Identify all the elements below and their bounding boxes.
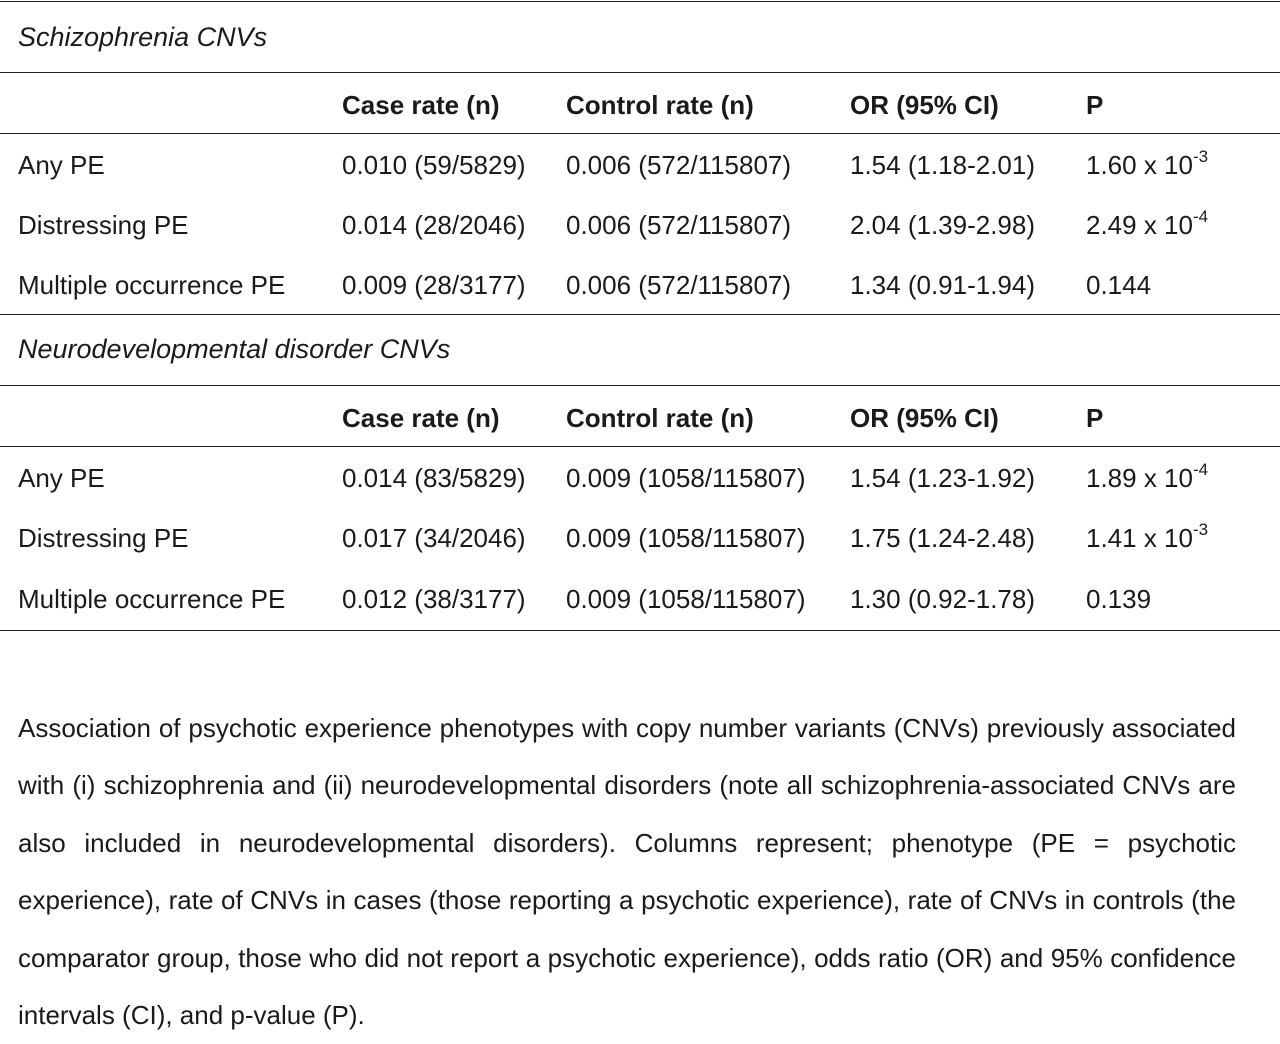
table-bottom-rule (0, 630, 1280, 631)
header-odds-ratio: OR (95% CI) (850, 403, 999, 433)
table-header-row: Case rate (n) Control rate (n) OR (95% C… (0, 398, 1280, 438)
table-caption: Association of psychotic experience phen… (18, 713, 1236, 1031)
p-value-exponent: -3 (1192, 147, 1209, 166)
cell-p-value: 0.144 (1086, 265, 1151, 305)
cell-control-rate: 0.006 (572/115807) (566, 270, 792, 300)
cell-phenotype: Distressing PE (18, 523, 189, 553)
section-title-schizophrenia: Schizophrenia CNVs (18, 22, 268, 52)
cell-phenotype: Multiple occurrence PE (18, 270, 286, 300)
cell-odds-ratio: 1.54 (1.18-2.01) (850, 150, 1036, 180)
cell-odds-ratio: 1.30 (0.92-1.78) (850, 584, 1036, 614)
cell-p-value: 2.49 x 10-4 (1086, 205, 1208, 245)
cell-p-value: 0.139 (1086, 579, 1151, 619)
header-rule (0, 446, 1280, 447)
cell-phenotype: Any PE (18, 463, 105, 493)
table-row: Multiple occurrence PE 0.012 (38/3177) 0… (0, 579, 1280, 619)
header-case-rate: Case rate (n) (342, 90, 500, 120)
cell-case-rate: 0.010 (59/5829) (342, 150, 526, 180)
p-value-base: 1.60 x 10 (1086, 150, 1193, 180)
table-top-rule (0, 1, 1280, 2)
header-control-rate: Control rate (n) (566, 90, 754, 120)
cell-case-rate: 0.017 (34/2046) (342, 523, 526, 553)
cell-control-rate: 0.009 (1058/115807) (566, 523, 806, 553)
cell-odds-ratio: 1.75 (1.24-2.48) (850, 523, 1036, 553)
table-header-row: Case rate (n) Control rate (n) OR (95% C… (0, 85, 1280, 125)
p-value-base: 0.144 (1086, 270, 1152, 300)
cell-case-rate: 0.014 (83/5829) (342, 463, 526, 493)
header-p-value: P (1086, 90, 1104, 120)
cell-case-rate: 0.014 (28/2046) (342, 210, 526, 240)
p-value-exponent: -3 (1192, 520, 1209, 539)
p-value-base: 1.41 x 10 (1086, 523, 1193, 553)
p-value-base: 1.89 x 10 (1086, 463, 1193, 493)
table-row: Distressing PE 0.017 (34/2046) 0.009 (10… (0, 518, 1280, 558)
cell-phenotype: Any PE (18, 150, 105, 180)
table-row: Multiple occurrence PE 0.009 (28/3177) 0… (0, 265, 1280, 305)
cell-case-rate: 0.012 (38/3177) (342, 584, 526, 614)
cell-phenotype: Distressing PE (18, 210, 189, 240)
cell-control-rate: 0.009 (1058/115807) (566, 584, 806, 614)
header-rule (0, 133, 1280, 134)
header-odds-ratio: OR (95% CI) (850, 90, 999, 120)
p-value-base: 2.49 x 10 (1086, 210, 1193, 240)
cell-p-value: 1.89 x 10-4 (1086, 458, 1208, 498)
cell-odds-ratio: 1.34 (0.91-1.94) (850, 270, 1036, 300)
table-row: Any PE 0.014 (83/5829) 0.009 (1058/11580… (0, 458, 1280, 498)
header-p-value: P (1086, 403, 1104, 433)
section-end-rule (0, 314, 1280, 315)
cell-phenotype: Multiple occurrence PE (18, 584, 286, 614)
cell-p-value: 1.41 x 10-3 (1086, 518, 1208, 558)
cell-p-value: 1.60 x 10-3 (1086, 145, 1208, 185)
header-control-rate: Control rate (n) (566, 403, 754, 433)
header-case-rate: Case rate (n) (342, 403, 500, 433)
p-value-exponent: -4 (1192, 207, 1209, 226)
cell-control-rate: 0.009 (1058/115807) (566, 463, 806, 493)
cell-control-rate: 0.006 (572/115807) (566, 150, 792, 180)
table-row: Any PE 0.010 (59/5829) 0.006 (572/115807… (0, 145, 1280, 185)
section-rule (0, 385, 1280, 386)
section-title-neurodevelopmental: Neurodevelopmental disorder CNVs (18, 334, 451, 364)
p-value-exponent: -4 (1192, 460, 1209, 479)
cell-control-rate: 0.006 (572/115807) (566, 210, 792, 240)
cell-case-rate: 0.009 (28/3177) (342, 270, 526, 300)
section-rule (0, 72, 1280, 73)
table-row: Distressing PE 0.014 (28/2046) 0.006 (57… (0, 205, 1280, 245)
cell-odds-ratio: 1.54 (1.23-1.92) (850, 463, 1036, 493)
p-value-base: 0.139 (1086, 584, 1152, 614)
cell-odds-ratio: 2.04 (1.39-2.98) (850, 210, 1036, 240)
